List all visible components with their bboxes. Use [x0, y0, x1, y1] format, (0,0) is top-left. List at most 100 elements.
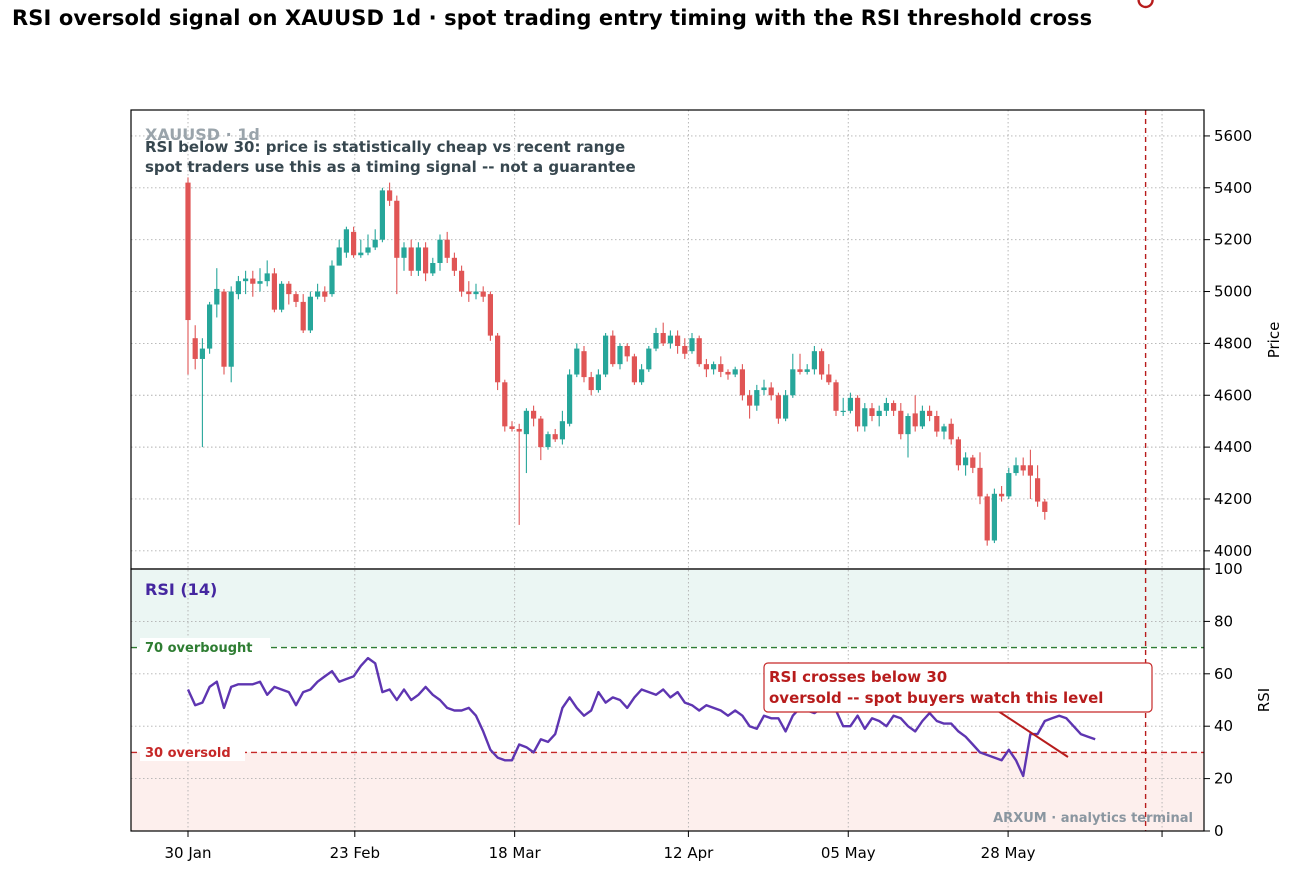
candle-body	[207, 304, 213, 349]
candle	[545, 431, 551, 450]
candle-body	[984, 496, 990, 541]
watermark: ARXUM · analytics terminal	[993, 811, 1193, 826]
candle-body	[711, 364, 717, 370]
candle	[955, 436, 961, 471]
price-tick-label: 4800	[1214, 334, 1252, 352]
candle-body	[790, 369, 796, 396]
rsi-tick-label: 20	[1214, 770, 1233, 788]
candle-body	[631, 356, 637, 383]
candle-body	[675, 335, 681, 346]
candle-body	[999, 493, 1005, 497]
candle	[271, 268, 277, 313]
x-tick-label: 12 Apr	[663, 844, 714, 862]
candle	[862, 403, 868, 432]
candle	[869, 403, 875, 422]
candle-body	[495, 335, 501, 383]
candle	[574, 343, 580, 378]
candle	[775, 392, 781, 424]
candle-body	[322, 291, 328, 297]
candle-body	[538, 418, 544, 448]
candle	[552, 428, 558, 442]
candle	[711, 361, 717, 375]
candle-body	[768, 387, 774, 396]
rsi-panel-frame	[130, 568, 1205, 832]
candle	[228, 286, 234, 383]
candle-body	[603, 335, 609, 375]
candle	[279, 281, 285, 313]
candle-body	[970, 457, 976, 468]
candle-body	[437, 239, 443, 263]
candle-body	[257, 281, 263, 284]
candle-body	[646, 348, 652, 370]
candle-body	[343, 229, 349, 253]
candle	[437, 234, 443, 271]
candle-body	[509, 426, 515, 429]
candle	[559, 410, 565, 445]
candle-body	[379, 190, 385, 240]
candle-body	[963, 457, 969, 466]
candle	[387, 182, 393, 206]
candle-body	[531, 410, 537, 419]
candle-body	[329, 265, 335, 295]
candle-body	[466, 291, 472, 295]
candle	[689, 333, 695, 354]
candle	[739, 364, 745, 401]
candle	[199, 338, 205, 448]
candle-body	[516, 428, 522, 432]
candle	[876, 405, 882, 427]
candle	[675, 330, 681, 354]
candle	[855, 395, 861, 432]
candle-body	[559, 421, 565, 440]
candle	[667, 330, 673, 349]
candle	[214, 268, 220, 318]
candle-body	[264, 273, 270, 282]
candle	[315, 283, 321, 300]
candle-body	[862, 408, 868, 427]
candle-body	[250, 278, 256, 284]
rsi-series	[186, 656, 1096, 778]
candle-body	[502, 382, 508, 427]
candle	[372, 229, 378, 251]
axes: 30 Jan 23 Feb 18 Mar 12 Apr 05 May 28 May 4000…	[165, 127, 1253, 862]
signal-marker	[1137, 0, 1154, 831]
candle	[1027, 449, 1033, 499]
candle-body	[905, 416, 911, 435]
overbought-label-bg	[140, 638, 270, 655]
signal-callout-line-1: RSI crosses below 30	[769, 668, 947, 686]
candle	[847, 392, 853, 414]
price-tick-label: 4200	[1214, 490, 1252, 508]
candle-body	[214, 288, 220, 305]
candle	[840, 397, 846, 416]
candle-body	[819, 351, 825, 375]
rsi-panel-label: RSI (14)	[145, 580, 217, 599]
candle	[761, 379, 767, 396]
candle-body	[855, 397, 861, 427]
candle-body	[1013, 465, 1019, 474]
candle	[466, 281, 472, 302]
candle	[919, 405, 925, 429]
candle-body	[617, 345, 623, 365]
rsi-line	[186, 656, 1096, 778]
candle	[833, 379, 839, 416]
x-tick-label: 23 Feb	[330, 844, 380, 862]
candle	[487, 291, 493, 341]
candle	[595, 369, 601, 393]
candle	[963, 452, 969, 476]
candle-body	[567, 374, 573, 424]
candle	[423, 242, 429, 282]
candle-body	[271, 273, 277, 310]
candle-body	[336, 247, 342, 266]
candle-body	[775, 395, 781, 419]
candle-body	[783, 395, 789, 419]
price-tick-label: 5400	[1214, 179, 1252, 197]
candle	[336, 239, 342, 266]
candle-body	[898, 410, 904, 435]
candle-body	[423, 247, 429, 274]
candle-body	[221, 291, 227, 367]
candle	[934, 410, 940, 437]
candle-body	[732, 369, 738, 375]
candle-body	[235, 281, 241, 295]
candle-body	[847, 397, 853, 411]
candle	[948, 418, 954, 445]
